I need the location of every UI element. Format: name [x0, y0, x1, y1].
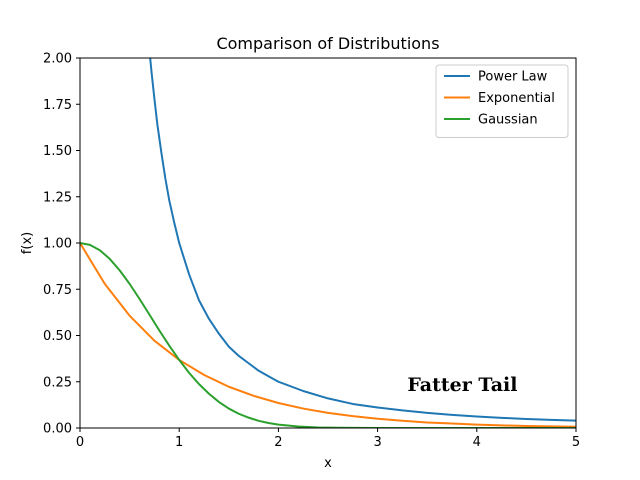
y-axis: 0.00 0.25 0.50 0.75 1.00 1.25 1.50 1.75 2.00 — [43, 52, 80, 437]
legend-label: Exponential — [478, 91, 555, 106]
chart-title: Comparison of Distributions — [216, 34, 439, 53]
series-line-power-law — [149, 58, 576, 422]
y-tick-label: 1.00 — [43, 237, 72, 252]
y-axis-label: f(x) — [20, 232, 35, 254]
y-tick-label: 0.00 — [43, 422, 72, 437]
y-tick-label: 1.75 — [43, 98, 72, 113]
y-tick-label: 0.25 — [43, 375, 72, 390]
x-tick-label: 1 — [175, 435, 183, 450]
x-axis: 0 1 2 3 4 5 — [76, 428, 580, 450]
series-line-gaussian — [80, 242, 576, 428]
y-tick-label: 1.25 — [43, 190, 72, 205]
x-tick-label: 2 — [274, 435, 282, 450]
x-tick-label: 3 — [373, 435, 381, 450]
y-tick-label: 0.75 — [43, 283, 72, 298]
y-tick-label: 0.50 — [43, 329, 72, 344]
y-tick-label: 1.50 — [43, 144, 72, 159]
legend-label: Gaussian — [478, 113, 538, 128]
series-line-exponential — [80, 242, 576, 428]
x-tick-label: 5 — [572, 435, 580, 450]
annotation-fatter-tail: Fatter Tail — [407, 374, 517, 396]
x-axis-label: x — [324, 456, 332, 471]
legend-label: Power Law — [478, 70, 548, 85]
x-tick-label: 4 — [473, 435, 481, 450]
legend: Power Law Exponential Gaussian — [435, 64, 569, 138]
y-tick-label: 2.00 — [43, 52, 72, 67]
x-tick-label: 0 — [76, 435, 84, 450]
